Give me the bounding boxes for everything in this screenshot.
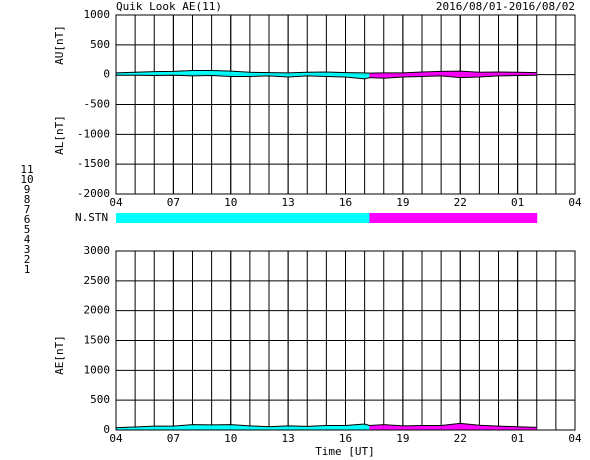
area-segment xyxy=(479,425,499,430)
y-tick-label: 0 xyxy=(103,423,110,436)
area-segment xyxy=(192,424,212,430)
station-legend-label: 1 xyxy=(24,263,31,276)
x-tick-label: 22 xyxy=(454,196,467,209)
area-segment xyxy=(498,426,518,430)
station-bar xyxy=(173,213,193,223)
x-axis-label: Time [UT] xyxy=(315,445,375,458)
station-legend-label: 3 xyxy=(24,243,31,256)
y-axis-label: AL[nT] xyxy=(53,115,66,155)
x-tick-label: 10 xyxy=(224,432,237,445)
y-tick-label: 3000 xyxy=(84,244,111,257)
station-bar xyxy=(249,213,270,223)
station-bar xyxy=(498,213,519,223)
chart-title: Quik Look AE(11) xyxy=(116,0,222,13)
x-tick-label: 01 xyxy=(511,432,524,445)
station-bar xyxy=(211,213,232,223)
y-tick-label: 500 xyxy=(90,38,110,51)
station-legend-label: 9 xyxy=(24,183,31,196)
y-tick-label: 2000 xyxy=(84,304,111,317)
station-legend-label: 4 xyxy=(24,233,31,246)
station-bar xyxy=(307,213,327,223)
station-bar xyxy=(517,213,538,223)
y-tick-label: -2000 xyxy=(77,187,110,200)
station-label: N.STN xyxy=(75,211,108,224)
station-bar xyxy=(345,213,366,223)
station-bar xyxy=(288,213,308,223)
y-axis-label: AE[nT] xyxy=(53,335,66,375)
station-legend-label: 5 xyxy=(24,223,31,236)
station-bar xyxy=(230,213,251,223)
y-tick-label: -1500 xyxy=(77,157,110,170)
y-tick-label: -1000 xyxy=(77,127,110,140)
x-tick-label: 01 xyxy=(511,196,524,209)
data-line xyxy=(115,69,537,74)
x-tick-label: 07 xyxy=(167,196,180,209)
x-tick-label: 10 xyxy=(224,196,237,209)
station-legend-label: 8 xyxy=(24,193,31,206)
area-segment xyxy=(345,74,365,79)
y-tick-label: 500 xyxy=(90,393,110,406)
x-tick-label: 07 xyxy=(167,432,180,445)
area-segment xyxy=(369,424,384,430)
y-tick-label: 1500 xyxy=(84,334,111,347)
x-tick-label: 04 xyxy=(109,196,123,209)
area-segment xyxy=(288,425,308,430)
plot-frame xyxy=(115,14,576,195)
area-segment xyxy=(441,71,461,75)
station-bar xyxy=(402,213,423,223)
x-tick-label: 04 xyxy=(109,432,123,445)
station-bar xyxy=(422,213,442,223)
station-bar xyxy=(369,213,385,223)
station-legend-label: 10 xyxy=(20,173,33,186)
y-axis-label: AU[nT] xyxy=(53,25,66,65)
chart-subtitle: 2016/08/01-2016/08/02 xyxy=(436,0,575,13)
area-segment xyxy=(211,70,231,75)
x-tick-label: 13 xyxy=(282,196,295,209)
y-tick-label: 2500 xyxy=(84,274,111,287)
station-bar xyxy=(269,213,289,223)
station-bar xyxy=(192,213,213,223)
x-tick-label: 16 xyxy=(339,432,352,445)
x-tick-label: 19 xyxy=(396,196,409,209)
area-segment xyxy=(211,424,231,430)
x-tick-label: 04 xyxy=(568,196,582,209)
y-tick-label: 1000 xyxy=(84,8,111,21)
station-bar xyxy=(154,213,174,223)
station-bar xyxy=(135,213,155,223)
area-segment xyxy=(192,70,212,75)
area-segment xyxy=(422,425,442,430)
station-bar xyxy=(441,213,461,223)
station-bar xyxy=(116,213,136,223)
station-legend-label: 11 xyxy=(20,163,33,176)
station-bar xyxy=(383,213,404,223)
x-tick-label: 19 xyxy=(396,432,409,445)
area-segment xyxy=(154,71,174,75)
y-tick-label: 1000 xyxy=(84,363,111,376)
station-legend-label: 6 xyxy=(24,213,31,226)
station-bar xyxy=(460,213,480,223)
station-legend-label: 7 xyxy=(24,203,31,216)
x-tick-label: 13 xyxy=(282,432,295,445)
station-bar xyxy=(364,213,370,223)
area-segment xyxy=(402,425,422,430)
y-tick-label: 0 xyxy=(103,68,110,81)
station-bar xyxy=(479,213,499,223)
station-bar xyxy=(326,213,346,223)
x-tick-label: 04 xyxy=(568,432,582,445)
x-tick-label: 16 xyxy=(339,196,352,209)
data-line xyxy=(116,74,537,80)
area-segment xyxy=(326,425,346,430)
area-segment xyxy=(154,426,174,430)
plot-frame xyxy=(115,250,576,431)
data-line xyxy=(115,422,537,429)
station-legend-label: 2 xyxy=(24,253,31,266)
x-tick-label: 22 xyxy=(454,432,467,445)
y-tick-label: -500 xyxy=(84,98,111,111)
